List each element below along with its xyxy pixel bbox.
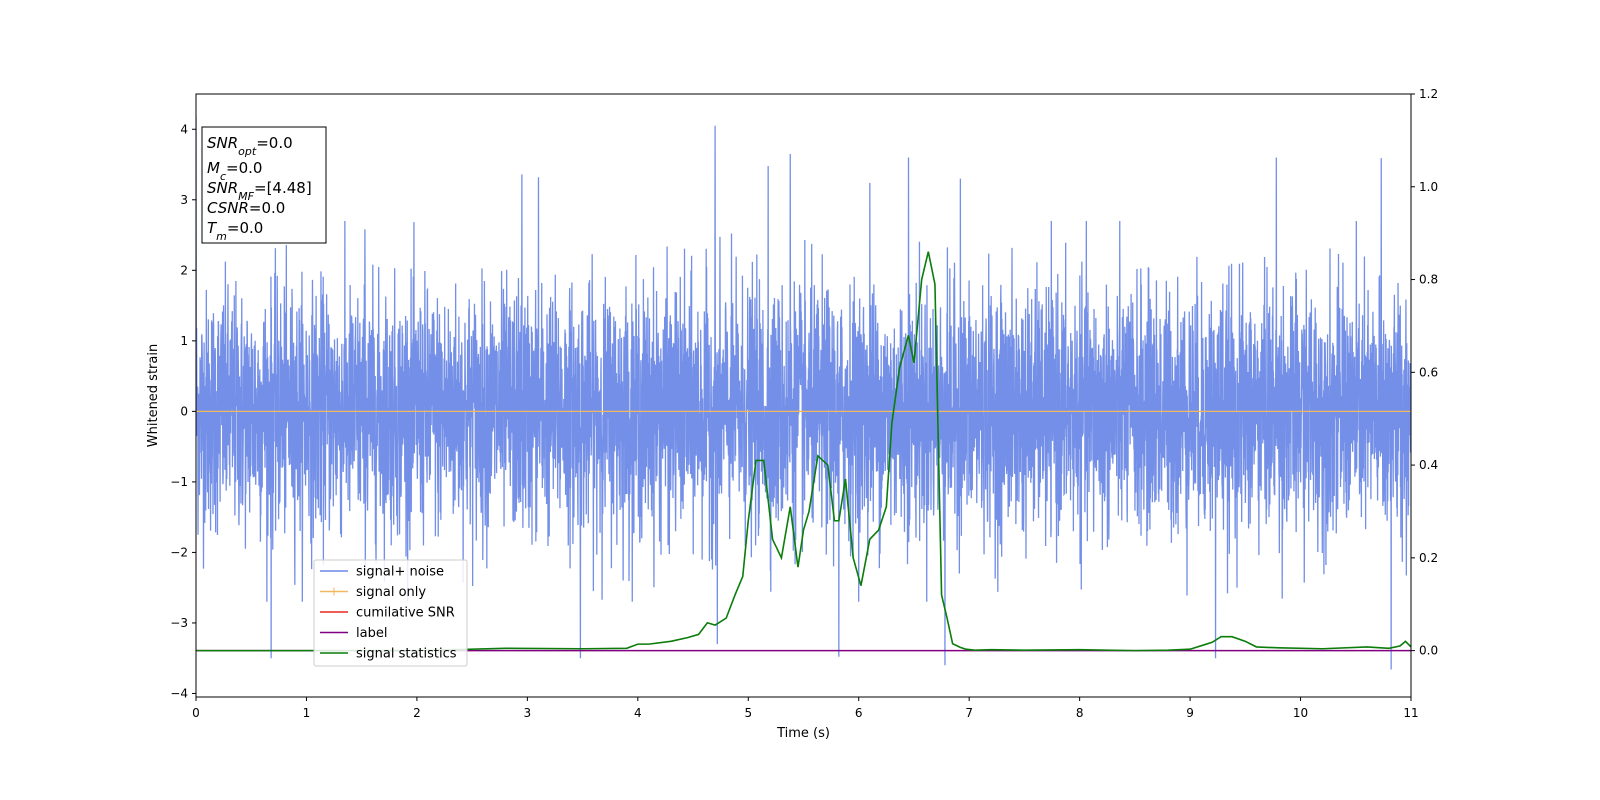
- x-axis-label: Time (s): [776, 726, 830, 741]
- info-line-symbol: T: [207, 219, 218, 237]
- info-line: Tm=0.0: [207, 219, 263, 243]
- info-line: Mc=0.0: [207, 159, 262, 183]
- signal-noise-line: [196, 116, 1411, 670]
- info-line: CSNR=0.0: [207, 199, 285, 217]
- info-line-subscript: m: [216, 230, 227, 243]
- y-right-tick-label: 0.6: [1419, 365, 1438, 379]
- y-right-tick-label: 0.2: [1419, 551, 1438, 565]
- info-line-symbol: M: [207, 159, 220, 177]
- legend: signal+ noise signal only cumilative SNR la…: [313, 559, 468, 667]
- y-right-tick-label: 0.8: [1419, 273, 1438, 287]
- y-right-tick-label: 1.0: [1419, 180, 1438, 194]
- info-line-value: =0.0: [227, 219, 263, 237]
- signal-statistics-line: [196, 251, 1411, 652]
- x-tick-label: 1: [303, 706, 311, 720]
- y-left-tick-label: −4: [170, 686, 188, 700]
- y-left-tick-label: −2: [170, 545, 188, 559]
- y-axis-right: 0.0 0.2 0.4 0.6 0.8 1.0 1.2: [1411, 87, 1438, 658]
- info-line-value: =[4.48]: [254, 179, 312, 197]
- info-line-subscript: MF: [238, 190, 254, 203]
- y-axis-label: Whitened strain: [146, 344, 161, 447]
- info-line-subscript: opt: [238, 145, 257, 158]
- info-box-frame: [201, 126, 327, 244]
- x-tick-label: 0: [192, 706, 200, 720]
- x-tick-label: 8: [1076, 706, 1084, 720]
- x-tick-label: 4: [634, 706, 642, 720]
- info-line-value: =0.0: [249, 199, 285, 217]
- info-line-symbol: SNR: [207, 134, 238, 152]
- x-tick-label: 6: [855, 706, 863, 720]
- y-left-tick-label: 1: [180, 334, 188, 348]
- y-left-tick-label: −3: [170, 616, 188, 630]
- legend-entry: signal+ noise: [356, 565, 444, 580]
- x-axis: 0 1 2 3 4 5 6 7 8 9 10 11: [192, 697, 1419, 720]
- series-signal-noise: [196, 116, 1411, 670]
- x-tick-label: 7: [965, 706, 973, 720]
- info-line-symbol: SNR: [207, 179, 238, 197]
- info-line: SNRMF=[4.48]: [207, 179, 312, 203]
- x-tick-label: 10: [1293, 706, 1308, 720]
- y-left-tick-label: 2: [180, 263, 188, 277]
- y-left-tick-label: −1: [170, 475, 188, 489]
- y-right-tick-label: 1.2: [1419, 87, 1438, 101]
- x-tick-label: 9: [1186, 706, 1194, 720]
- y-right-tick-label: 0.4: [1419, 458, 1438, 472]
- y-left-tick-label: 4: [180, 122, 188, 136]
- x-tick-label: 11: [1403, 706, 1418, 720]
- x-tick-label: 3: [524, 706, 532, 720]
- plot-frame: [195, 93, 1412, 698]
- info-line-symbol: CSNR: [207, 199, 249, 217]
- info-line: SNRopt=0.0: [207, 134, 293, 158]
- x-tick-label: 2: [413, 706, 421, 720]
- legend-entry: label: [356, 626, 387, 641]
- legend-entry: cumilative SNR: [356, 606, 455, 621]
- legend-frame: [313, 559, 468, 667]
- legend-entry: signal statistics: [356, 647, 457, 662]
- legend-entry: signal only: [356, 585, 426, 600]
- info-line-subscript: c: [220, 170, 226, 183]
- y-left-tick-label: 3: [180, 193, 188, 207]
- info-box: SNRopt=0.0Mc=0.0SNRMF=[4.48]CSNR=0.0Tm=0…: [201, 126, 327, 244]
- y-right-tick-label: 0.0: [1419, 644, 1438, 658]
- info-line-value: =0.0: [226, 159, 262, 177]
- y-axis-left: −4 −3 −2 −1 0 1 2 3 4: [170, 122, 196, 700]
- y-left-tick-label: 0: [180, 404, 188, 418]
- x-tick-label: 5: [744, 706, 752, 720]
- info-line-value: =0.0: [256, 134, 292, 152]
